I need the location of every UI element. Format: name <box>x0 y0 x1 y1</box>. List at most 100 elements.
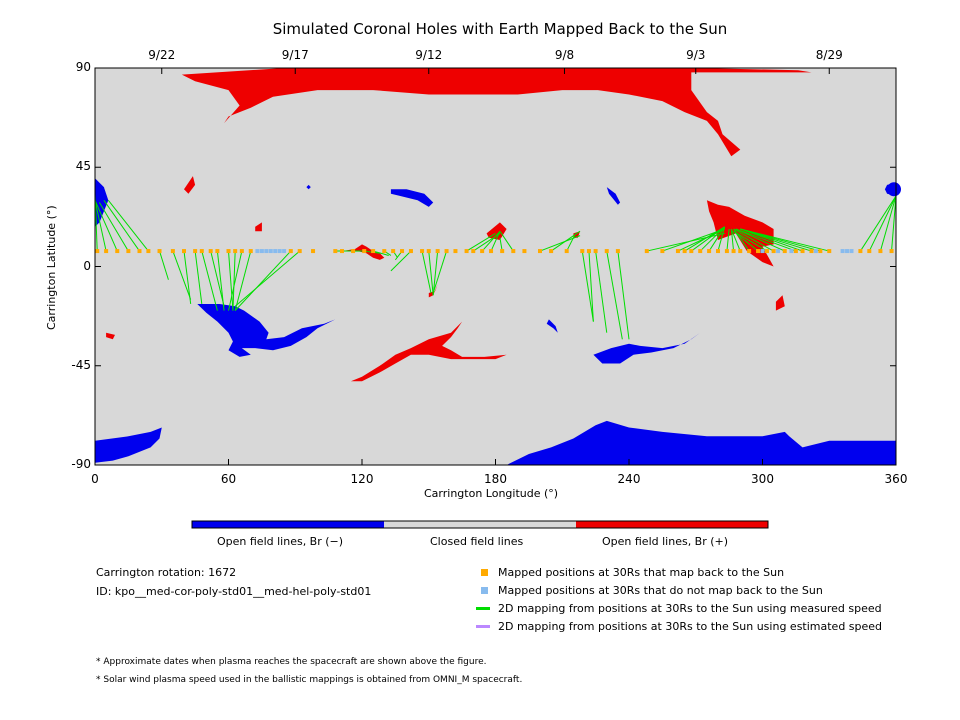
x-tick-label: 240 <box>617 472 641 486</box>
mapped-point <box>809 249 814 254</box>
mapped-point <box>157 249 162 254</box>
positive-open-region <box>181 68 812 157</box>
mapped-point <box>707 249 712 254</box>
mapping-line <box>372 250 389 256</box>
negative-open-region <box>390 189 434 207</box>
mapped-point <box>698 249 703 254</box>
model-id: ID: kpo__med-cor-poly-std01__med-hel-pol… <box>96 585 372 598</box>
mapped-point <box>408 249 413 254</box>
unmapped-swatch <box>481 587 488 594</box>
mapping-line <box>499 237 503 252</box>
colorbar-segment <box>192 521 384 528</box>
mapped-points <box>95 249 894 254</box>
mapping-line <box>733 230 759 252</box>
mapping-line <box>228 250 243 311</box>
date-label: 9/22 <box>148 48 176 62</box>
mapping-line <box>730 228 741 252</box>
legend-measured: 2D mapping from positions at 30Rs to the… <box>498 602 882 615</box>
positive-open-region <box>428 284 438 298</box>
mapped-point <box>420 249 425 254</box>
date-label: 9/3 <box>686 48 706 62</box>
mapped-point <box>675 249 680 254</box>
mapped-point <box>104 249 109 254</box>
mapped-point <box>288 249 293 254</box>
mapping-line <box>228 251 234 311</box>
legend-unmapped: Mapped positions at 30Rs that do not map… <box>498 584 823 597</box>
mapped-point <box>756 249 761 254</box>
mapped-point <box>511 249 516 254</box>
mapped-point <box>126 249 131 254</box>
mapping-line <box>859 195 897 252</box>
mapping-line <box>595 250 608 333</box>
mapped-point <box>339 249 344 254</box>
positive-open-region <box>255 222 262 232</box>
mapped-point <box>400 249 405 254</box>
mapped-point <box>215 249 220 254</box>
mapping-line <box>234 250 301 307</box>
mapping-line <box>733 228 774 252</box>
unmapped-point <box>840 249 845 254</box>
mapped-point <box>453 249 458 254</box>
mapping-line <box>94 200 107 252</box>
negative-open-region <box>606 187 621 205</box>
mapping-line <box>216 251 225 311</box>
x-tick-label: 180 <box>484 472 507 486</box>
mapping-lines <box>94 193 897 340</box>
mapped-point <box>480 249 485 254</box>
mapping-line <box>201 250 218 311</box>
y-tick-label: -45 <box>71 357 91 372</box>
mapped-point <box>170 249 175 254</box>
unmapped-point <box>760 249 765 254</box>
negative-open-region <box>887 182 901 197</box>
unmapped-point <box>789 249 794 254</box>
mapped-point <box>771 249 776 254</box>
mapping-line <box>421 250 432 294</box>
mapping-line <box>94 200 118 252</box>
y-tick-label: 0 <box>83 258 91 273</box>
mapped-point <box>689 249 694 254</box>
unmapped-point <box>264 249 269 254</box>
mapped-point <box>426 249 431 254</box>
mapping-line <box>499 230 514 252</box>
mapped-point <box>500 249 505 254</box>
colorbar-label-closed: Closed field lines <box>430 535 524 548</box>
mapped-point <box>95 249 100 254</box>
x-tick-label: 360 <box>884 472 908 486</box>
mapping-line <box>566 233 577 252</box>
legend-mapped: Mapped positions at 30Rs that map back t… <box>498 566 785 579</box>
date-label: 9/12 <box>415 48 443 62</box>
mapped-point <box>782 249 787 254</box>
mapping-line <box>194 250 203 305</box>
unmapped-point <box>849 249 854 254</box>
colorbar-frame <box>191 520 769 529</box>
x-tick-label: 0 <box>91 472 99 486</box>
mapping-line <box>103 200 140 252</box>
measured-line-swatch <box>476 607 490 610</box>
mapping-line <box>481 230 501 252</box>
mapping-line <box>588 251 594 322</box>
negative-open-region <box>546 319 558 333</box>
mapped-point <box>764 249 769 254</box>
axis-ticks <box>94 67 897 466</box>
mapped-point <box>800 249 805 254</box>
mapped-point <box>580 249 585 254</box>
negative-open-region <box>593 332 701 364</box>
mapped-point <box>564 249 569 254</box>
mapped-point <box>382 249 387 254</box>
mapped-point <box>233 249 238 254</box>
mapping-line <box>735 228 785 252</box>
mapped-point <box>239 249 244 254</box>
mapping-line <box>234 250 252 311</box>
mapped-point <box>660 249 665 254</box>
unmapped-point <box>282 249 287 254</box>
mapped-point <box>371 249 376 254</box>
y-tick-label: -90 <box>71 457 91 471</box>
x-tick-label: 60 <box>220 472 237 486</box>
mapped-point <box>444 249 449 254</box>
legend-estimated: 2D mapping from positions at 30Rs to the… <box>498 620 883 633</box>
mapping-line <box>232 251 236 311</box>
unmapped-point <box>273 249 278 254</box>
date-label: 8/29 <box>815 48 843 62</box>
date-label: 9/8 <box>554 48 575 62</box>
